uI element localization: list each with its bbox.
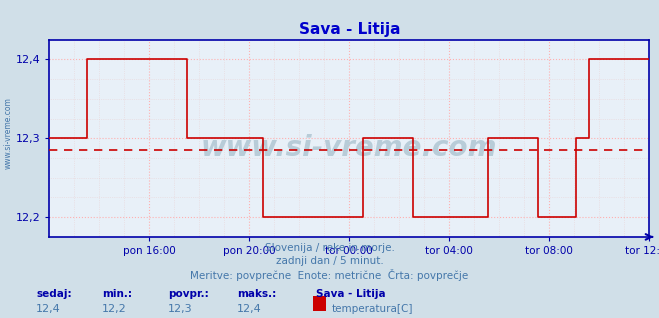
Text: Meritve: povprečne  Enote: metrične  Črta: povprečje: Meritve: povprečne Enote: metrične Črta:… <box>190 269 469 281</box>
Text: sedaj:: sedaj: <box>36 289 72 299</box>
Text: maks.:: maks.: <box>237 289 277 299</box>
Text: povpr.:: povpr.: <box>168 289 209 299</box>
Text: 12,3: 12,3 <box>168 304 192 314</box>
Title: Sava - Litija: Sava - Litija <box>299 22 400 37</box>
Text: 12,4: 12,4 <box>36 304 61 314</box>
Text: Sava - Litija: Sava - Litija <box>316 289 386 299</box>
Text: www.si-vreme.com: www.si-vreme.com <box>201 134 498 162</box>
Text: temperatura[C]: temperatura[C] <box>331 304 413 314</box>
Text: zadnji dan / 5 minut.: zadnji dan / 5 minut. <box>275 256 384 266</box>
Text: min.:: min.: <box>102 289 132 299</box>
Text: 12,2: 12,2 <box>102 304 127 314</box>
Text: www.si-vreme.com: www.si-vreme.com <box>3 98 13 169</box>
Text: 12,4: 12,4 <box>237 304 262 314</box>
Text: Slovenija / reke in morje.: Slovenija / reke in morje. <box>264 243 395 253</box>
